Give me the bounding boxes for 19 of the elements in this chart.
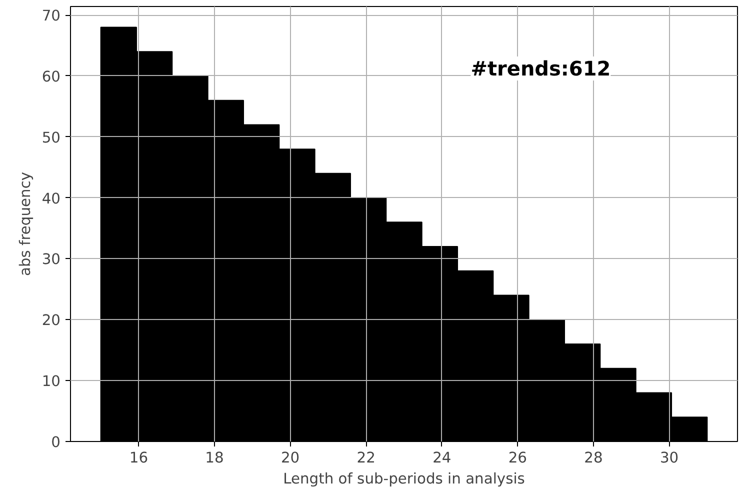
annotation: #trends:612 [470,56,611,80]
x-tick-label: 28 [584,450,603,466]
x-tick-label: 16 [129,450,148,466]
y-tick-label: 30 [42,251,61,268]
y-tick-label: 50 [42,129,61,146]
x-axis-title: Length of sub-periods in analysis [283,470,525,488]
y-axis-title: abs frequency [16,172,34,276]
y-tick-label: 70 [42,8,61,25]
x-tick-label: 26 [508,450,528,466]
y-tick-label: 40 [42,190,61,208]
y-tick-label: 20 [42,312,61,330]
y-tick-label: 60 [42,68,61,86]
x-tick-label: 22 [356,450,376,466]
x-tick-label: 20 [280,450,300,466]
x-tick-label: 24 [432,450,452,466]
y-tick-label: 0 [51,434,61,451]
x-tick-label: 18 [205,450,224,466]
x-tick-label: 30 [660,450,679,466]
y-tick-label: 10 [42,373,61,390]
